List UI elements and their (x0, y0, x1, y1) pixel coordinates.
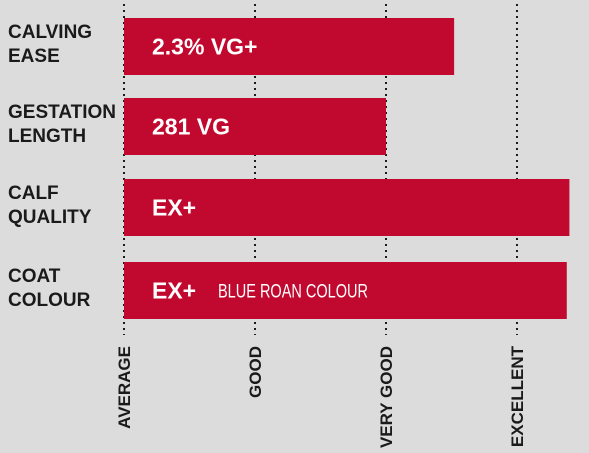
category-label: LENGTH (8, 126, 86, 147)
category-label: COLOUR (8, 290, 91, 311)
tick-label: VERY GOOD (377, 346, 396, 448)
tick-label: AVERAGE (115, 346, 134, 429)
bar-value-label: EX+ (152, 278, 196, 304)
bars: 2.3% VG+ 281 VG EX+ EX+ BLUE ROAN COLOUR (124, 18, 570, 319)
category-label: GESTATION (8, 102, 116, 123)
category-label: EASE (8, 46, 60, 67)
tick-label: GOOD (246, 346, 265, 398)
bar (124, 179, 570, 236)
tick-label: EXCELLENT (508, 345, 527, 447)
bar (124, 262, 567, 319)
category-label: COAT (8, 266, 61, 287)
category-label: CALVING (8, 22, 92, 43)
bar (124, 18, 455, 75)
bar-value-label: EX+ (152, 195, 196, 221)
category-label: CALF (8, 183, 59, 204)
tick-labels: AVERAGE GOOD VERY GOOD EXCELLENT (115, 345, 527, 448)
category-labels: CALVING EASE GESTATION LENGTH CALF QUALITY COA… (8, 22, 116, 311)
bar (124, 98, 386, 155)
bar-note-label: BLUE ROAN COLOUR (218, 282, 368, 303)
bar-value-label: 2.3% VG+ (152, 34, 257, 60)
bar-value-label: 281 VG (152, 114, 230, 140)
category-label: QUALITY (8, 207, 92, 228)
